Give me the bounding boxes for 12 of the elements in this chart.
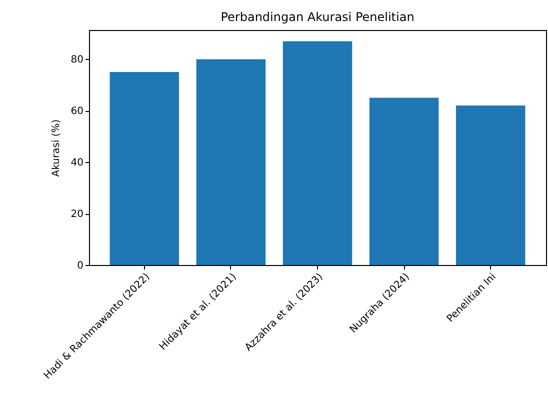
- bar: [110, 72, 180, 265]
- bar: [196, 59, 266, 265]
- y-tick-label: 20: [70, 209, 84, 220]
- bar: [456, 106, 526, 265]
- chart-title: Perbandingan Akurasi Penelitian: [220, 10, 414, 24]
- y-tick-label: 80: [70, 54, 84, 66]
- y-tick-label: 0: [77, 260, 84, 272]
- y-axis-title: Akurasi (%): [50, 119, 62, 177]
- y-tick-label: 60: [70, 106, 84, 118]
- bar: [369, 98, 439, 265]
- bar: [282, 41, 352, 265]
- y-tick-label: 40: [70, 158, 84, 169]
